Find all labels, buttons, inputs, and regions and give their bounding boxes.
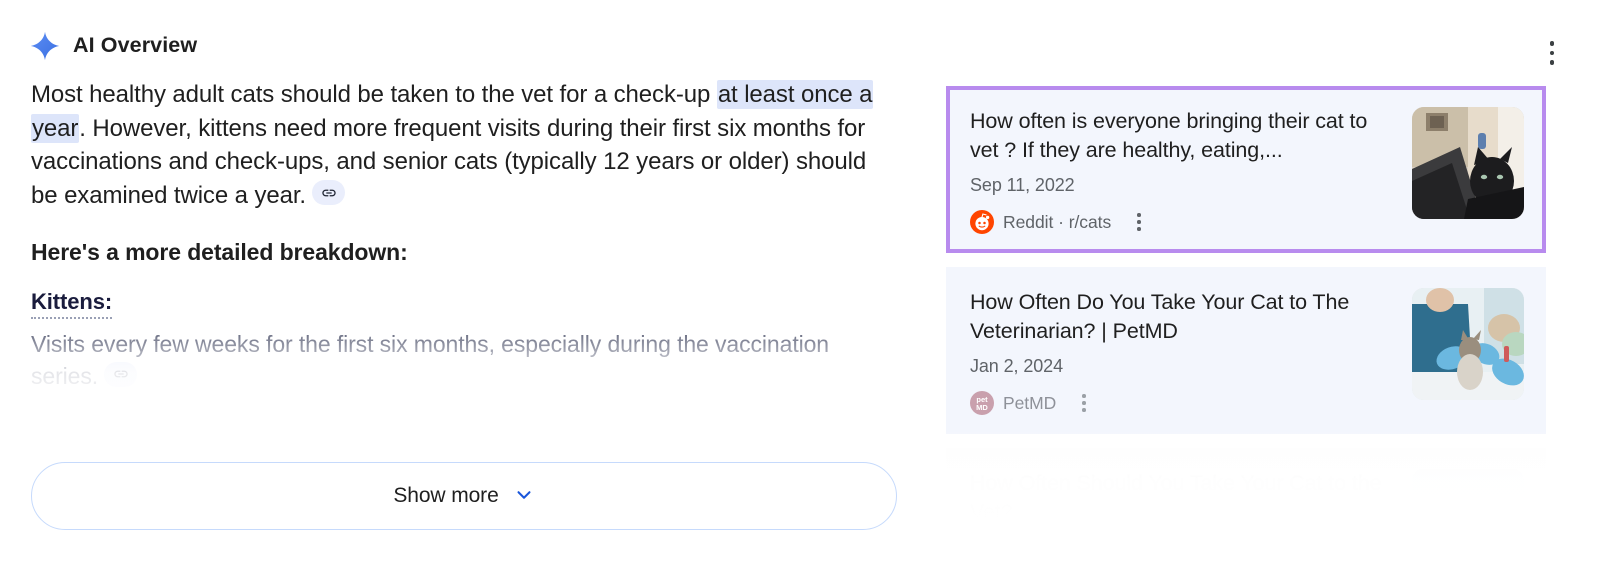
show-more-button[interactable]: Show more bbox=[31, 462, 897, 530]
source-card-petmd[interactable]: How Often Do You Take Your Cat to The Ve… bbox=[946, 267, 1546, 434]
card-title: How often is everyone bringing their cat… bbox=[970, 109, 1368, 162]
more-vert-icon[interactable] bbox=[1129, 210, 1149, 234]
card-thumbnail-cat bbox=[1412, 469, 1524, 568]
paragraph-part-1: Most healthy adult cats should be taken … bbox=[31, 81, 717, 108]
overview-content: Most healthy adult cats should be taken … bbox=[0, 61, 930, 442]
card-text-block: How often is everyone bringing their cat… bbox=[970, 107, 1412, 234]
card-source-row: Reddit · r/cats bbox=[970, 210, 1398, 234]
card-thumbnail-vet-exam bbox=[1412, 288, 1524, 400]
source-card-list: How often is everyone bringing their cat… bbox=[946, 0, 1546, 568]
page-title: AI Overview bbox=[73, 33, 198, 58]
breakdown-heading: Here's a more detailed breakdown: bbox=[31, 239, 408, 265]
source-card-reddit[interactable]: How often is everyone bringing their cat… bbox=[946, 86, 1546, 253]
link-icon[interactable] bbox=[104, 361, 138, 387]
card-text-block: How Often Do You Take Your Cat to The Ve… bbox=[970, 288, 1412, 415]
section-adult-cats: Adult Cats: bbox=[31, 392, 896, 442]
card-date: Jan 2, 2024 bbox=[970, 356, 1063, 376]
section-kittens: Kittens: Visits every few weeks for the … bbox=[31, 266, 896, 392]
overview-paragraph: Most healthy adult cats should be taken … bbox=[31, 78, 896, 212]
card-source-row: pet MD PetMD bbox=[970, 391, 1398, 415]
section-heading-kittens: Kittens: bbox=[31, 289, 112, 319]
sparkle-icon bbox=[30, 31, 60, 61]
reddit-icon bbox=[970, 210, 994, 234]
petmd-icon: pet MD bbox=[970, 391, 994, 415]
card-title: How Often Should You Take Your Cat to th… bbox=[970, 471, 1382, 524]
sources-panel: How often is everyone bringing their cat… bbox=[946, 0, 1546, 568]
ai-overview-header: AI Overview bbox=[0, 0, 930, 61]
more-vert-icon[interactable] bbox=[1538, 36, 1566, 70]
card-source-name: Reddit · r/cats bbox=[1003, 211, 1112, 232]
svg-text:pet: pet bbox=[976, 395, 988, 404]
section-body-kittens: Visits every few weeks for the first six… bbox=[31, 328, 896, 392]
show-more-label: Show more bbox=[393, 484, 499, 507]
card-text-block: How Often Should You Take Your Cat to th… bbox=[970, 469, 1412, 537]
chevron-down-icon bbox=[513, 484, 535, 509]
section-body-text: Visits every few weeks for the first six… bbox=[31, 331, 830, 389]
show-more-container: Show more bbox=[31, 462, 897, 530]
card-date: Sep 11, 2022 bbox=[970, 175, 1075, 195]
svg-text:MD: MD bbox=[976, 403, 988, 412]
link-icon[interactable] bbox=[312, 180, 345, 205]
card-thumbnail-black-cat bbox=[1412, 107, 1524, 219]
more-vert-icon[interactable] bbox=[1074, 391, 1094, 415]
source-card-third[interactable]: How Often Should You Take Your Cat to th… bbox=[946, 448, 1546, 568]
card-title: How Often Do You Take Your Cat to The Ve… bbox=[970, 290, 1350, 343]
paragraph-part-2: . However, kittens need more frequent vi… bbox=[31, 114, 867, 209]
section-heading-adult-cats: Adult Cats: bbox=[31, 412, 147, 442]
card-source-name: PetMD bbox=[1003, 392, 1057, 413]
ai-overview-panel: AI Overview Most healthy adult cats shou… bbox=[0, 0, 930, 530]
